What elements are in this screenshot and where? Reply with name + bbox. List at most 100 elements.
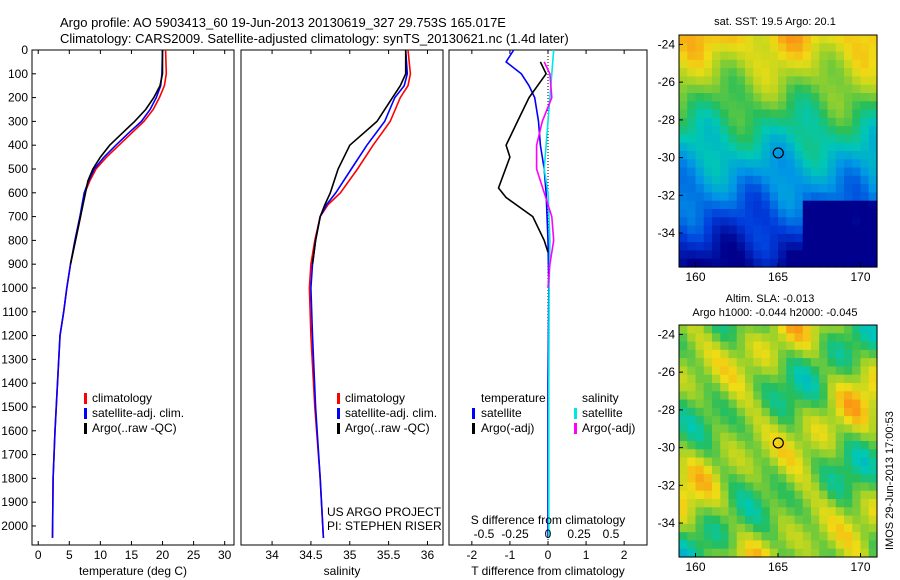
heatmap-cell [802,391,812,401]
heatmap-cell [728,349,738,359]
heatmap-cell [728,126,738,136]
heatmap-cell [745,341,754,351]
temperature-xlabel: temperature (deg C) [79,564,187,578]
heatmap-cell [794,366,804,376]
heatmap-cell [835,68,845,78]
salinity-axes-frame [240,49,444,546]
heatmap-cell [745,490,754,500]
heatmap-cell [769,209,779,218]
heatmap-cell [687,76,697,86]
heatmap-cell [844,159,853,169]
heatmap-cell [687,59,697,69]
argo-position-marker [772,437,784,449]
heatmap-cell [860,35,870,44]
heatmap-cell [720,474,730,484]
heatmap-cell [819,258,829,268]
heatmap-cell [753,349,763,359]
heatmap-cell [794,532,804,542]
heatmap-cell [736,242,746,252]
heatmap-cell [844,532,853,542]
heatmap-cell [753,416,763,426]
heatmap-cell [695,540,705,550]
heatmap-cell [778,209,787,218]
heatmap-cell [844,358,853,368]
heatmap-cell [868,109,878,119]
heatmap-cell [794,192,804,202]
heatmap-cell [794,134,804,144]
heatmap-cell [835,35,845,44]
heatmap-cell [778,523,787,533]
heatmap-cell [802,325,812,334]
heatmap-cell [868,540,878,550]
heatmap-cell [786,391,796,401]
heatmap-cell [802,548,812,558]
heatmap-cell [802,142,812,152]
heatmap-cell [736,465,746,475]
heatmap-cell [852,76,862,86]
heatmap-cell [819,101,829,111]
heatmap-cell [860,151,870,160]
heatmap-cell [679,175,688,185]
y-tick-label: 600 [8,186,28,200]
heatmap-cell [769,416,779,426]
heatmap-cell [811,68,820,78]
heatmap-cell [703,200,713,210]
heatmap-cell [819,416,829,426]
heatmap-cell [819,217,829,227]
heatmap-cell [679,151,688,160]
heatmap-cell [703,482,713,492]
heatmap-cell [761,250,771,260]
heatmap-cell [728,474,738,484]
heatmap-cell [778,233,787,243]
heatmap-cell [720,341,730,351]
heatmap-cell [811,101,820,111]
heatmap-cell [778,126,787,136]
heatmap-cell [753,383,763,392]
heatmap-cell [868,250,878,260]
heatmap-cell [802,101,812,111]
heatmap-cell [786,465,796,475]
heatmap-cell [745,217,754,227]
heatmap-cell [786,490,796,500]
heatmap-cell [745,449,754,459]
heatmap-cell [794,325,804,334]
heatmap-cell [728,416,738,426]
heatmap-cell [703,51,713,61]
heatmap-cell [852,51,862,61]
heatmap-cell [753,424,763,434]
heatmap-cell [761,499,771,508]
heatmap-cell [827,109,837,119]
sla-map-panel: Altim. SLA: -0.013 Argo h1000: -0.044 h2… [658,293,878,574]
heatmap-cell [802,457,812,467]
heatmap-cell [827,167,837,177]
heatmap-cell [819,490,829,500]
heatmap-cell [745,258,754,268]
heatmap-cell [695,499,705,508]
heatmap-cell [844,507,853,517]
heatmap-cell [761,416,771,426]
heatmap-cell [844,258,853,268]
heatmap-cell [695,507,705,517]
heatmap-cell [819,43,829,53]
heatmap-cell [712,167,721,177]
heatmap-cell [794,432,804,442]
heatmap-cell [753,68,763,78]
heatmap-cell [819,68,829,78]
heatmap-cell [835,184,845,194]
heatmap-cell [827,416,837,426]
heatmap-cell [794,250,804,260]
heatmap-cell [753,175,763,185]
heatmap-cell [811,126,820,136]
heatmap-cell [802,167,812,177]
heatmap-cell [794,449,804,459]
heatmap-cell [852,151,862,160]
heatmap-cell [703,499,713,508]
heatmap-cell [687,184,697,194]
heatmap-cell [827,93,837,102]
heatmap-cell [720,142,730,152]
heatmap-cell [844,391,853,401]
heatmap-cell [835,465,845,475]
heatmap-cell [811,184,820,194]
heatmap-cell [703,175,713,185]
heatmap-cell [778,399,787,409]
